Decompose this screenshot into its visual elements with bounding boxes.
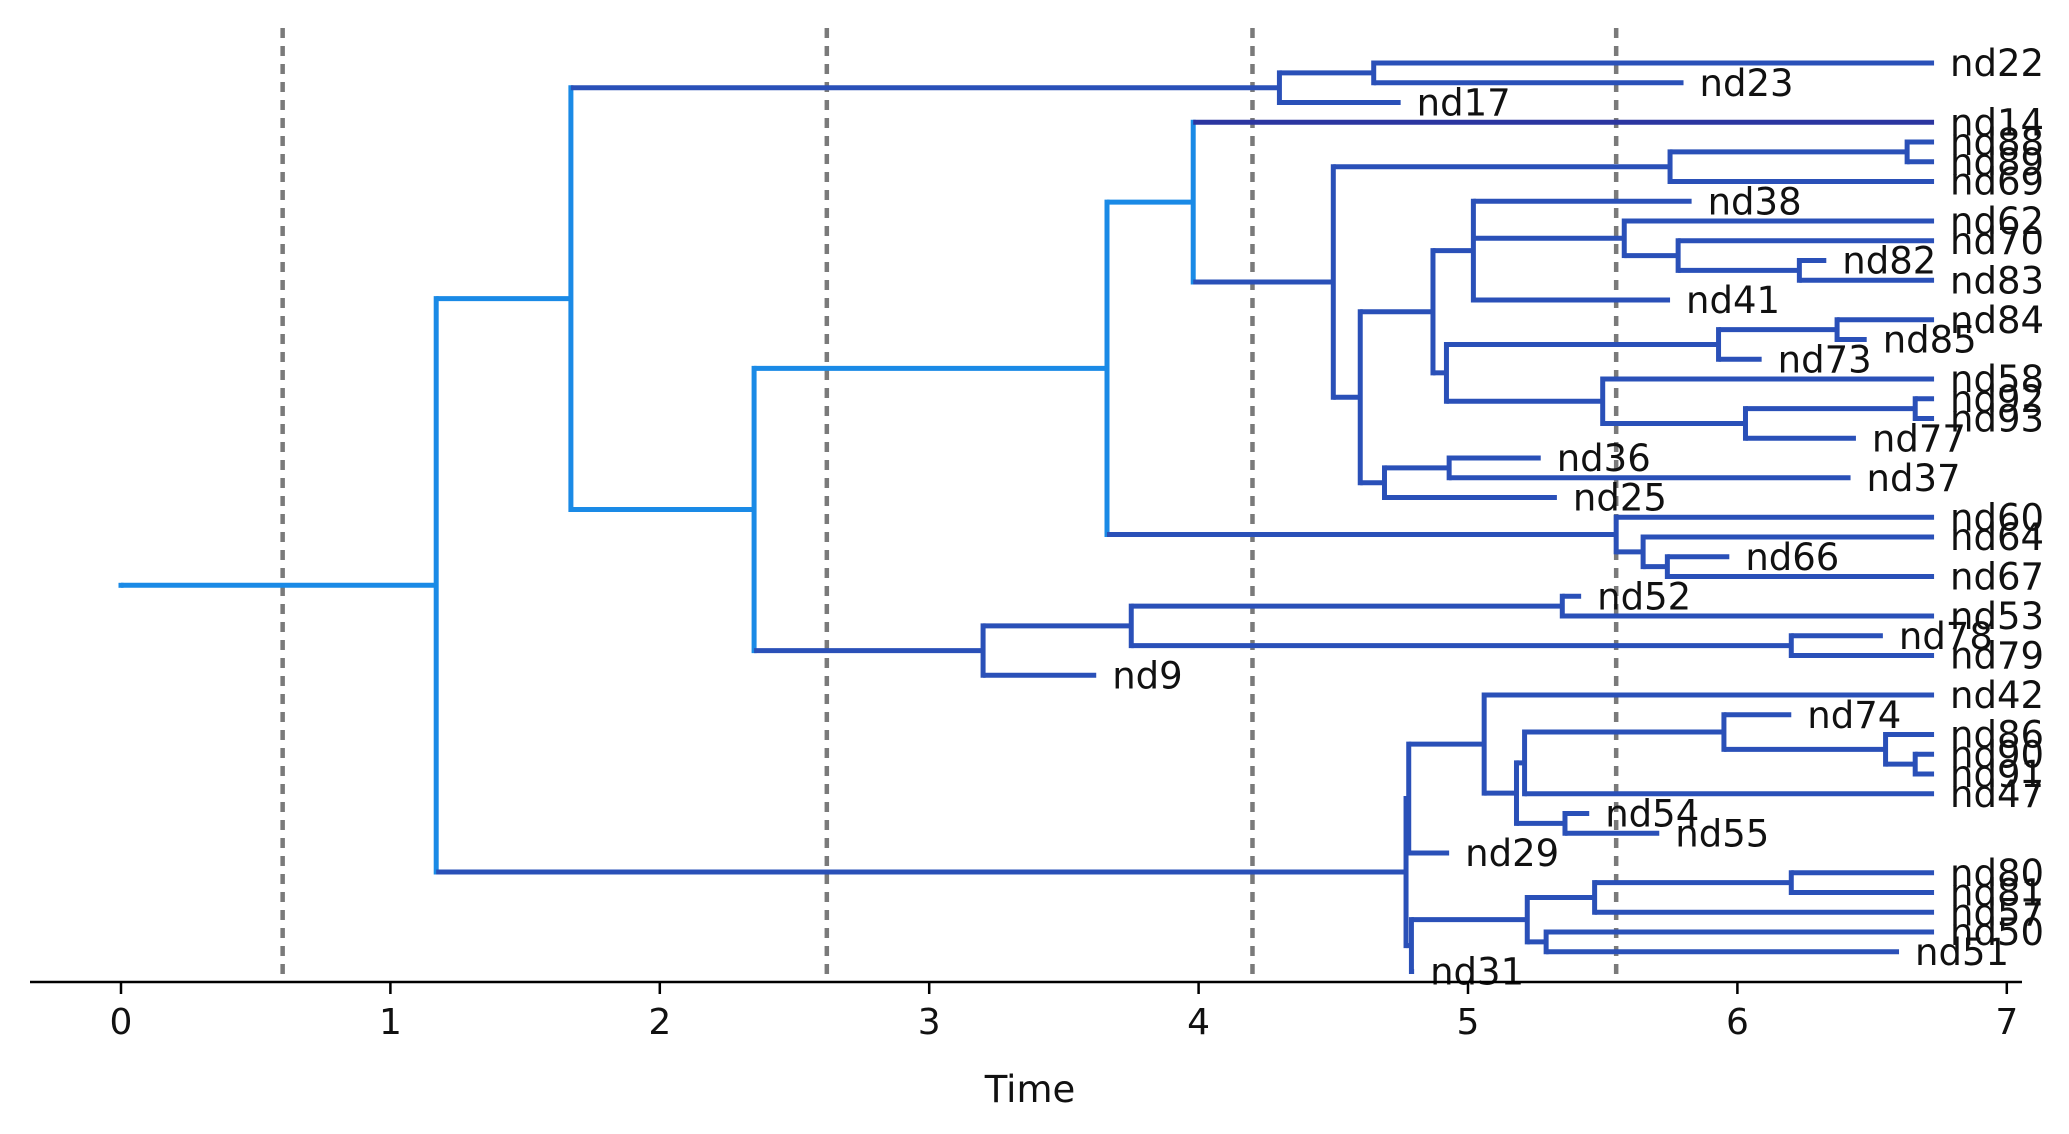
leaf-label-nd64: nd64 — [1950, 516, 2044, 559]
leaf-label-nd78: nd78 — [1899, 615, 1993, 658]
leaf-label-nd25: nd25 — [1573, 477, 1667, 520]
leaf-label-nd23: nd23 — [1700, 62, 1794, 105]
leaf-label-nd38: nd38 — [1708, 180, 1802, 223]
leaf-label-nd29: nd29 — [1465, 832, 1559, 875]
leaf-label-nd74: nd74 — [1807, 694, 1901, 737]
leaf-label-nd51: nd51 — [1915, 931, 2009, 974]
leaf-label-nd52: nd52 — [1597, 575, 1691, 618]
leaf-label-nd36: nd36 — [1557, 437, 1651, 480]
leaf-label-nd89: nd89 — [1950, 141, 2044, 184]
leaf-label-nd41: nd41 — [1686, 279, 1780, 322]
leaf-label-nd58: nd58 — [1950, 358, 2044, 401]
leaf-label-nd37: nd37 — [1867, 457, 1961, 500]
x-tick-label-7: 7 — [1995, 1002, 2018, 1043]
leaf-label-nd86: nd86 — [1950, 714, 2044, 757]
x-tick-label-6: 6 — [1726, 1002, 1749, 1043]
leaf-label-nd88: nd88 — [1950, 121, 2044, 164]
x-tick-label-0: 0 — [110, 1002, 133, 1043]
leaf-label-nd70: nd70 — [1950, 220, 2044, 263]
leaf-label-nd67: nd67 — [1950, 556, 2044, 599]
leaf-label-nd17: nd17 — [1417, 82, 1511, 125]
leaf-label-nd55: nd55 — [1675, 812, 1769, 855]
leaf-label-nd9: nd9 — [1112, 654, 1182, 697]
leaf-label-nd50: nd50 — [1950, 911, 2044, 954]
leaf-label-nd79: nd79 — [1950, 635, 2044, 678]
leaf-label-nd62: nd62 — [1950, 200, 2044, 243]
leaf-label-nd93: nd93 — [1950, 398, 2044, 441]
leaf-label-nd53: nd53 — [1950, 595, 2044, 638]
leaf-label-nd77: nd77 — [1872, 417, 1966, 460]
x-tick-label-4: 4 — [1187, 1002, 1210, 1043]
reference-lines — [280, 28, 1619, 982]
x-tick-label-3: 3 — [918, 1002, 941, 1043]
tree-branches — [118, 60, 1935, 974]
leaf-label-nd31: nd31 — [1430, 951, 1524, 994]
leaf-label-nd60: nd60 — [1950, 496, 2044, 539]
leaf-label-nd83: nd83 — [1950, 259, 2044, 302]
leaf-label-nd73: nd73 — [1778, 338, 1872, 381]
leaf-label-nd80: nd80 — [1950, 852, 2044, 895]
leaf-label-nd66: nd66 — [1745, 536, 1839, 579]
leaf-label-nd81: nd81 — [1950, 872, 2044, 915]
leaf-label-nd57: nd57 — [1950, 891, 2044, 934]
leaf-label-nd91: nd91 — [1950, 753, 2044, 796]
leaf-label-nd82: nd82 — [1842, 240, 1936, 283]
leaf-label-nd47: nd47 — [1950, 773, 2044, 816]
leaf-label-nd54: nd54 — [1605, 793, 1699, 836]
x-tick-label-5: 5 — [1457, 1002, 1480, 1043]
leaf-label-nd69: nd69 — [1950, 161, 2044, 204]
x-axis-ticks: 0 1 2 3 4 5 6 7 — [110, 982, 2018, 1043]
leaf-label-nd14: nd14 — [1950, 101, 2044, 144]
leaf-label-nd22: nd22 — [1950, 42, 2044, 85]
leaf-label-nd90: nd90 — [1950, 733, 2044, 776]
x-axis-title: Time — [984, 1068, 1076, 1111]
leaf-label-nd42: nd42 — [1950, 674, 2044, 717]
x-tick-label-1: 1 — [379, 1002, 402, 1043]
x-axis: 0 1 2 3 4 5 6 7 Time — [30, 980, 2022, 1111]
leaf-label-nd84: nd84 — [1950, 299, 2044, 342]
x-tick-label-2: 2 — [648, 1002, 671, 1043]
leaf-label-nd85: nd85 — [1883, 319, 1977, 362]
leaf-label-nd92: nd92 — [1950, 378, 2044, 421]
